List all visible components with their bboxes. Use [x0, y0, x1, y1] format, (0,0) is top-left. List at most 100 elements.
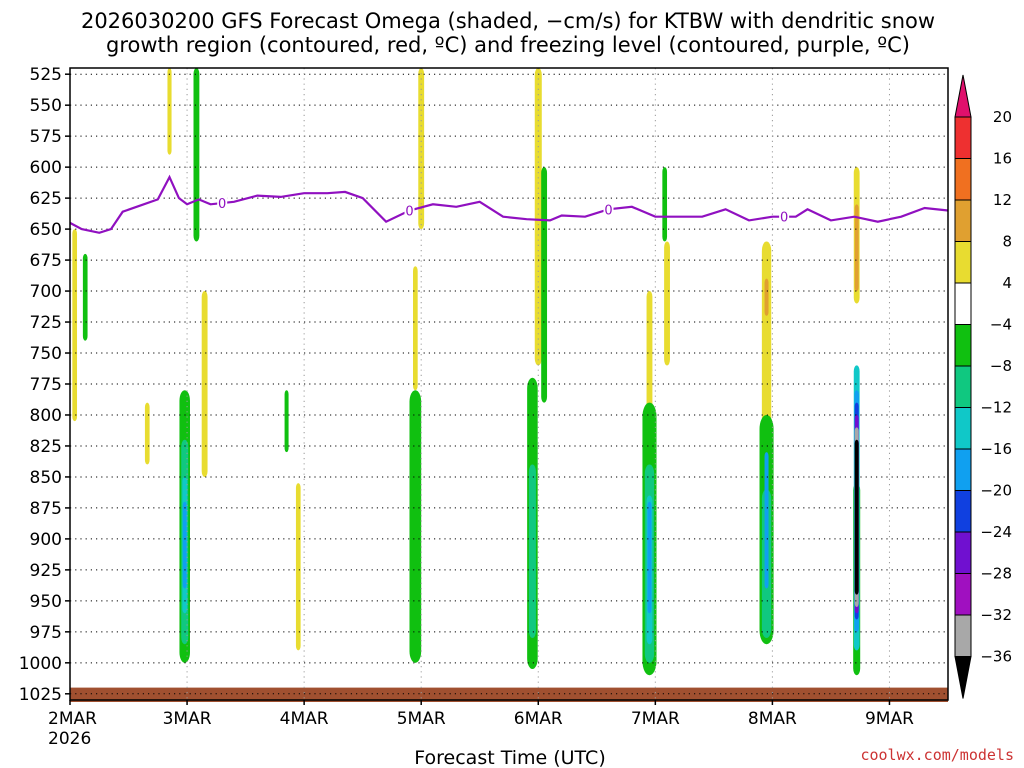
x-tick-label-3: 5MAR	[397, 709, 446, 729]
omega-region-3	[201, 291, 208, 477]
x-tick-label-0: 2MAR	[48, 709, 97, 729]
colorbar-band-3	[954, 241, 972, 284]
colorbar-label-8: −16	[980, 440, 1012, 458]
x-tick-label-2: 4MAR	[280, 709, 329, 729]
colorbar-label-6: −8	[990, 357, 1012, 375]
chart-title-line-2: growth region (contoured, red, ºC) and f…	[106, 33, 910, 57]
omega-region-13	[854, 204, 859, 292]
omega-region-5	[418, 68, 425, 230]
y-tick-label-20: 1025	[19, 685, 62, 705]
colorbar-label-13: −36	[980, 648, 1012, 666]
colorbar-band-5	[954, 324, 972, 367]
colorbar-label-5: −4	[990, 316, 1012, 334]
freezing-level-layer: 0 0 0 0	[69, 174, 949, 234]
colorbar-bottom-arrow	[954, 656, 972, 699]
colorbar-band-4	[954, 282, 972, 325]
y-tick-label-13: 850	[30, 468, 62, 488]
freezing-label-bg-1	[404, 202, 415, 217]
y-tick-label-16: 925	[30, 561, 62, 581]
omega-region-9	[664, 241, 670, 366]
surface-terrain-layer	[70, 687, 948, 702]
y-tick-label-4: 625	[30, 189, 62, 209]
y-tick-label-19: 1000	[19, 654, 62, 674]
omega-region-18	[409, 390, 422, 663]
omega-region-12	[764, 278, 769, 316]
y-tick-label-3: 600	[30, 158, 62, 178]
colorbar: 20 16 12 8 4 −4 −8 −12 −16 −20 −24 −28 −32 −36	[954, 74, 1012, 699]
y-tick-label-5: 650	[30, 220, 62, 240]
chart-title-line-1: 2026030200 GFS Forecast Omega (shaded, −…	[81, 9, 935, 33]
colorbar-band-8	[954, 448, 972, 491]
y-tick-label-12: 825	[30, 437, 62, 457]
omega-region-34	[764, 452, 769, 589]
x-tick-label-5: 7MAR	[631, 709, 680, 729]
colorbar-label-12: −32	[980, 606, 1012, 624]
omega-region-4	[295, 483, 301, 651]
y-tick-label-9: 750	[30, 344, 62, 364]
omega-region-1	[167, 68, 172, 155]
freezing-level-label-0: 0	[218, 197, 226, 212]
x-tick-label-4: 6MAR	[514, 709, 563, 729]
credit-label: coolwx.com/models	[860, 746, 1014, 764]
y-tick-label-10: 775	[30, 375, 62, 395]
colorbar-label-2: 12	[993, 191, 1012, 209]
y-tick-label-11: 800	[30, 406, 62, 426]
x-tick-label-7: 9MAR	[865, 709, 914, 729]
colorbar-label-4: 4	[1002, 274, 1012, 292]
surface-terrain	[70, 687, 948, 702]
omega-region-14	[82, 253, 88, 341]
omega-region-26	[528, 464, 536, 639]
freezing-level-label-3: 0	[780, 211, 788, 226]
omega-region-10	[761, 241, 772, 453]
colorbar-label-11: −28	[980, 565, 1012, 583]
colorbar-label-0: 20	[993, 108, 1012, 126]
y-tick-label-17: 950	[30, 592, 62, 612]
colorbar-label-3: 8	[1002, 233, 1012, 251]
y-tick-label-0: 525	[30, 65, 62, 85]
x-tick-label-6: 8MAR	[748, 709, 797, 729]
y-tick-labels: 525 550 575 600 625 650 675 700 725 750 775 800 825 8…	[19, 65, 62, 705]
colorbar-label-1: 16	[993, 150, 1012, 168]
x-tick-label-1: 3MAR	[163, 709, 212, 729]
colorbar-band-7	[954, 407, 972, 450]
freezing-label-bg-0	[217, 195, 228, 210]
y-tick-label-6: 675	[30, 251, 62, 271]
grid-layer	[70, 68, 948, 700]
colorbar-band-11	[954, 573, 972, 616]
y-tick-label-2: 575	[30, 127, 62, 147]
omega-region-7	[534, 68, 542, 366]
colorbar-label-7: −12	[980, 399, 1012, 417]
freezing-label-bg-2	[603, 201, 614, 216]
colorbar-band-0	[954, 116, 972, 159]
omega-region-22	[662, 167, 668, 242]
y-tick-label-8: 725	[30, 313, 62, 333]
y-tick-label-7: 700	[30, 282, 62, 302]
omega-region-6	[413, 266, 418, 391]
y-tick-label-18: 975	[30, 623, 62, 643]
colorbar-label-9: −20	[980, 482, 1012, 500]
colorbar-band-6	[954, 365, 972, 408]
y-tick-label-14: 875	[30, 499, 62, 519]
omega-region-2	[144, 402, 150, 465]
omega-region-0	[72, 229, 78, 422]
colorbar-band-9	[954, 490, 972, 533]
colorbar-band-12	[954, 614, 972, 657]
x-year-label: 2026	[48, 729, 91, 749]
omega-region-17	[284, 390, 289, 453]
colorbar-band-1	[954, 158, 972, 201]
freezing-level-label-2: 0	[604, 203, 612, 218]
x-tick-labels: 2MAR 3MAR 4MAR 5MAR 6MAR 7MAR 8MAR 9MAR 2026	[48, 709, 914, 749]
y-tick-label-1: 550	[30, 96, 62, 116]
omega-region-33	[647, 501, 652, 614]
colorbar-band-2	[954, 199, 972, 242]
freezing-level-label-1: 0	[405, 205, 413, 220]
omega-region-15	[193, 68, 200, 242]
x-axis-label: Forecast Time (UTC)	[414, 747, 605, 768]
omega-region-32	[182, 501, 187, 589]
colorbar-band-10	[954, 531, 972, 574]
omega-region-39	[854, 439, 859, 595]
freezing-label-bg-3	[779, 208, 790, 223]
axes-layer	[65, 67, 949, 705]
omega-region-20	[541, 167, 548, 403]
